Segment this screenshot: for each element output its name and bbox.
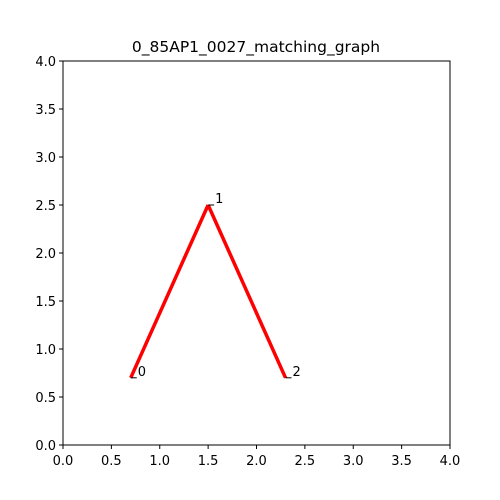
- x-tick-label: 0.0: [53, 454, 74, 469]
- plot-area-frame: [62, 60, 451, 446]
- x-axis: 0.0 0.5 1.0 1.5 2.0 2.5 3.0 3.5 4.0: [53, 445, 461, 469]
- x-tick-label: 4.0: [440, 454, 461, 469]
- graph-edge: [206, 204, 288, 379]
- x-tick-label: 3.0: [343, 454, 364, 469]
- y-tick-label: 1.0: [35, 343, 56, 358]
- node-label: 0: [138, 365, 146, 380]
- y-tick-label: 0.5: [35, 391, 56, 406]
- chart-title: 0_85AP1_0027_matching_graph: [132, 38, 380, 57]
- y-axis: 0.0 0.5 1.0 1.5 2.0 2.5 3.0 3.5 4.0: [35, 55, 63, 454]
- y-tick-label: 3.0: [35, 151, 56, 166]
- node-label: 1: [215, 192, 223, 207]
- x-tick-label: 2.0: [246, 454, 267, 469]
- graph-edges: [129, 204, 288, 379]
- y-tick-label: 0.0: [35, 439, 56, 454]
- y-tick-label: 2.5: [35, 199, 56, 214]
- y-tick-label: 1.5: [35, 295, 56, 310]
- x-tick-label: 1.0: [149, 454, 170, 469]
- x-tick-label: 0.5: [101, 454, 122, 469]
- y-tick-label: 2.0: [35, 247, 56, 262]
- graph-edge: [129, 204, 210, 379]
- x-tick-label: 1.5: [198, 454, 219, 469]
- graph-nodes: 0 1 2: [130, 192, 301, 380]
- node-label: 2: [293, 365, 301, 380]
- x-tick-label: 2.5: [295, 454, 316, 469]
- y-tick-label: 3.5: [35, 103, 56, 118]
- x-tick-label: 3.5: [391, 454, 412, 469]
- y-tick-label: 4.0: [35, 55, 56, 70]
